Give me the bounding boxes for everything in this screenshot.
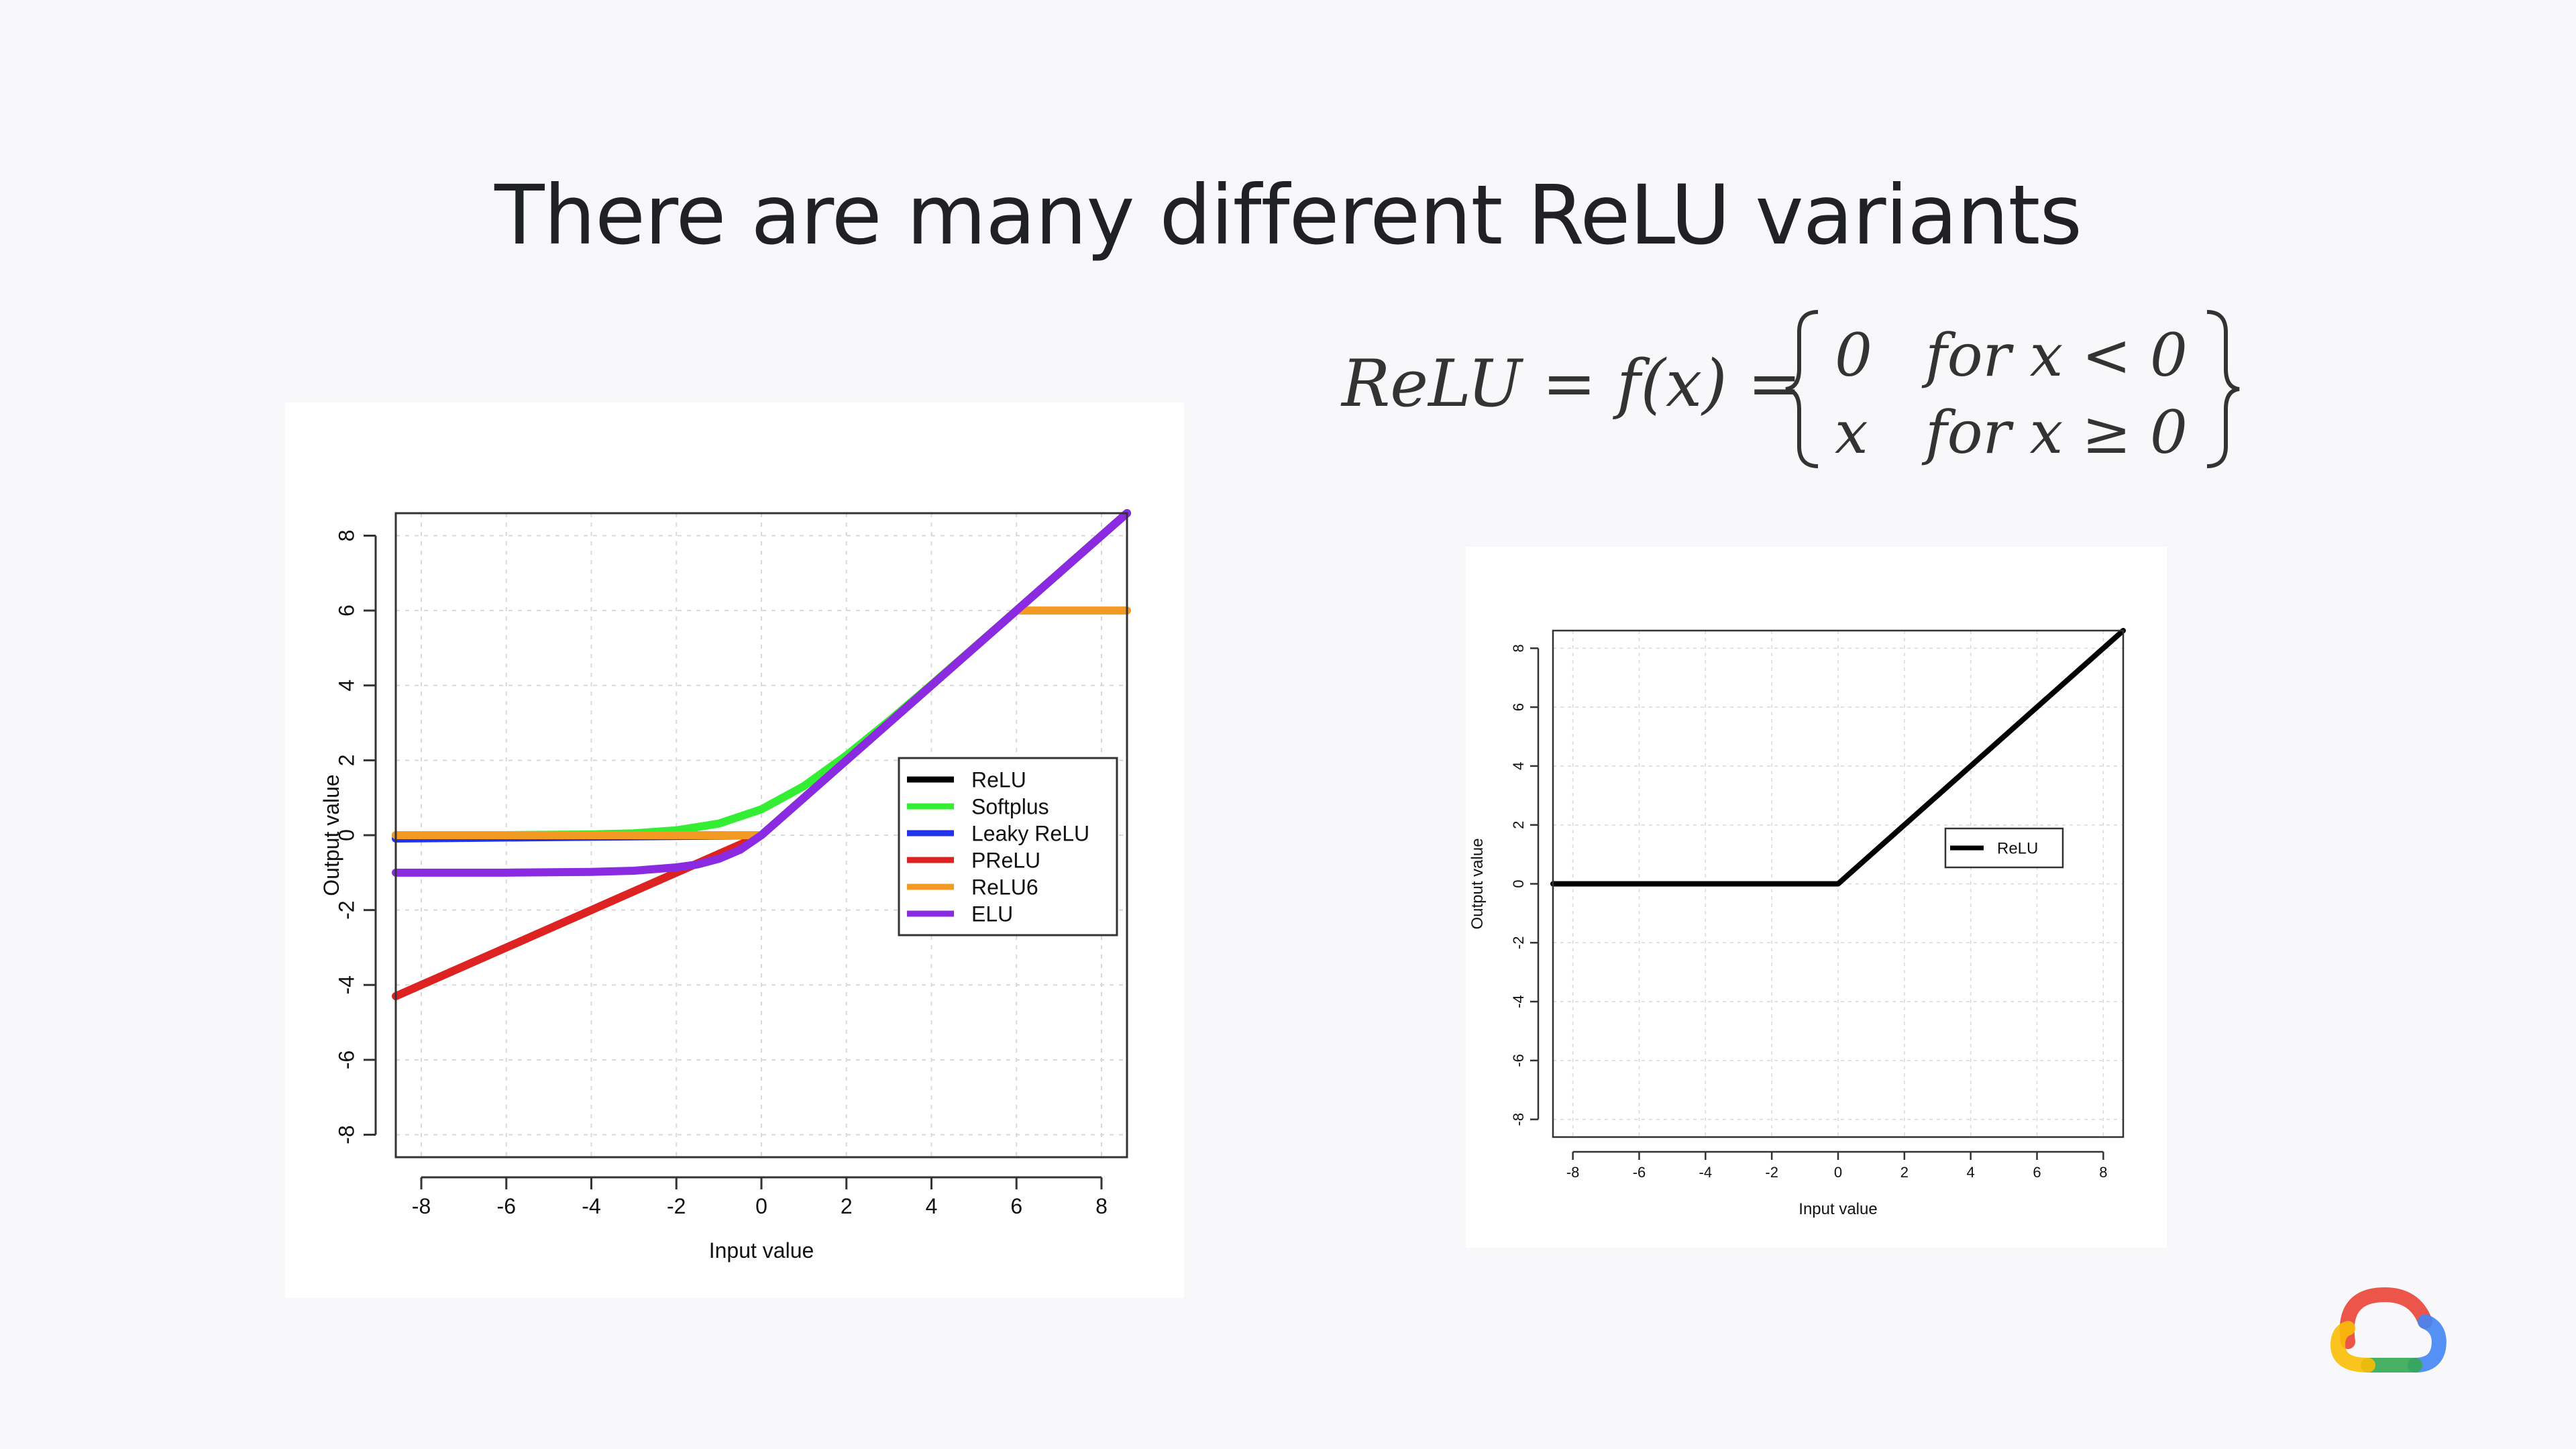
left-chart-legend-label: Softplus: [971, 795, 1049, 819]
relu-formula: ReLU = f(x) = 0 for x < 0 x for x ≥ 0: [1340, 310, 2240, 468]
cloud-logo-yellow-arc: [2330, 1321, 2375, 1373]
formula-case-1-value: 0: [1835, 321, 1872, 390]
cloud-logo-red-arc: [2339, 1287, 2432, 1349]
left-chart-x-tick-label: 2: [841, 1194, 853, 1218]
right-chart-x-tick-label: 2: [1900, 1164, 1909, 1181]
right-chart-series-relu: [1550, 628, 2126, 887]
right-chart-x-tick-label: 0: [1834, 1164, 1842, 1181]
left-chart-legend-label: ReLU: [971, 768, 1026, 792]
cloud-logo-blue-arc: [2408, 1314, 2447, 1373]
relu-chart-card: -8 -6 -4 -2 0 2 4 6 8 -8 -6 -4 -2 0 2 4 6 8 Input value Out…: [1466, 547, 2167, 1248]
left-chart-x-tick-label: 6: [1010, 1194, 1022, 1218]
right-chart-y-tick-label: 6: [1510, 703, 1527, 711]
right-chart-y-axis-label: Output value: [1468, 838, 1487, 929]
right-chart-y-tick-label: -8: [1510, 1113, 1527, 1126]
left-chart-y-tick-label: 8: [335, 530, 359, 542]
left-chart-plot-frame: [394, 512, 1128, 1159]
right-chart-y-tick-label: 2: [1510, 821, 1527, 829]
right-chart-x-tick-label: -8: [1566, 1164, 1580, 1181]
left-chart-x-tick-label: -4: [582, 1194, 600, 1218]
right-chart-legend-label: ReLU: [1997, 840, 2038, 858]
relu-chart: -8 -6 -4 -2 0 2 4 6 8 -8 -6 -4 -2 0 2 4 6 8 Input value Out…: [1468, 628, 2126, 1218]
left-chart-y-tick-label: 4: [335, 680, 359, 692]
left-chart-y-tick-label: -8: [335, 1125, 359, 1144]
relu-variants-chart: -8 -6 -4 -2 0 2 4 6 8 -8 -6 -4 -2 0 2 4 6 8 Input value Out…: [319, 509, 1131, 1263]
left-chart-legend-label: ReLU6: [971, 875, 1038, 900]
left-chart-y-tick-label: -6: [335, 1051, 359, 1069]
right-chart-y-tick-label: 4: [1510, 762, 1527, 770]
right-chart-y-tick-label: -6: [1510, 1054, 1527, 1067]
cloud-logo: [2330, 1287, 2447, 1373]
right-chart-x-tick-label: 6: [2033, 1164, 2041, 1181]
formula-case-1-condition: for x < 0: [1921, 321, 2188, 390]
left-chart-x-tick-label: 0: [755, 1194, 767, 1218]
right-chart-plot-frame: [1552, 629, 2125, 1138]
right-chart-x-axis-label: Input value: [1799, 1200, 1877, 1218]
right-chart-y-tick-label: 8: [1510, 644, 1527, 652]
left-chart-y-tick-label: -2: [335, 900, 359, 919]
formula-left-brace: [1785, 310, 1819, 468]
left-chart-legend: [898, 757, 1118, 936]
right-chart-x-tick-label: -2: [1765, 1164, 1778, 1181]
formula-case-2-value: x: [1835, 398, 1868, 467]
left-chart-x-tick-label: -8: [412, 1194, 431, 1218]
formula-case-2-condition: for x ≥ 0: [1921, 398, 2188, 467]
right-chart-x-tick-label: -6: [1633, 1164, 1646, 1181]
formula-lhs: ReLU = f(x) =: [1340, 346, 1802, 421]
left-chart-legend-label: PReLU: [971, 849, 1040, 873]
right-chart-x-tick-label: 4: [1967, 1164, 1975, 1181]
left-chart-legend-label: Leaky ReLU: [971, 822, 1089, 846]
left-chart-series-elu: [392, 509, 1131, 877]
left-chart-x-tick-label: -2: [667, 1194, 686, 1218]
right-chart-x-tick-label: -4: [1699, 1164, 1713, 1181]
relu-variants-chart-card: -8 -6 -4 -2 0 2 4 6 8 -8 -6 -4 -2 0 2 4 6 8 Input value Out…: [285, 402, 1184, 1298]
left-chart-x-axis-label: Input value: [709, 1238, 814, 1263]
slide-title: There are many different ReLU variants: [494, 168, 2082, 263]
left-chart-y-axis-label: Output value: [319, 774, 343, 896]
left-chart-y-tick-label: 6: [335, 604, 359, 616]
formula-right-brace: [2206, 310, 2240, 468]
left-chart-x-tick-label: 4: [926, 1194, 938, 1218]
right-chart-y-tick-label: -4: [1510, 995, 1527, 1008]
left-chart-y-tick-label: 2: [335, 754, 359, 766]
left-chart-x-tick-label: 8: [1095, 1194, 1108, 1218]
right-chart-y-tick-label: 0: [1510, 879, 1527, 888]
left-chart-y-tick-label: -4: [335, 975, 359, 994]
left-chart-y-tick-label: 0: [335, 829, 359, 841]
left-chart-x-tick-label: -6: [497, 1194, 516, 1218]
right-chart-y-tick-label: -2: [1510, 936, 1527, 950]
right-chart-x-tick-label: 8: [2099, 1164, 2107, 1181]
left-chart-legend-label: ELU: [971, 902, 1013, 926]
